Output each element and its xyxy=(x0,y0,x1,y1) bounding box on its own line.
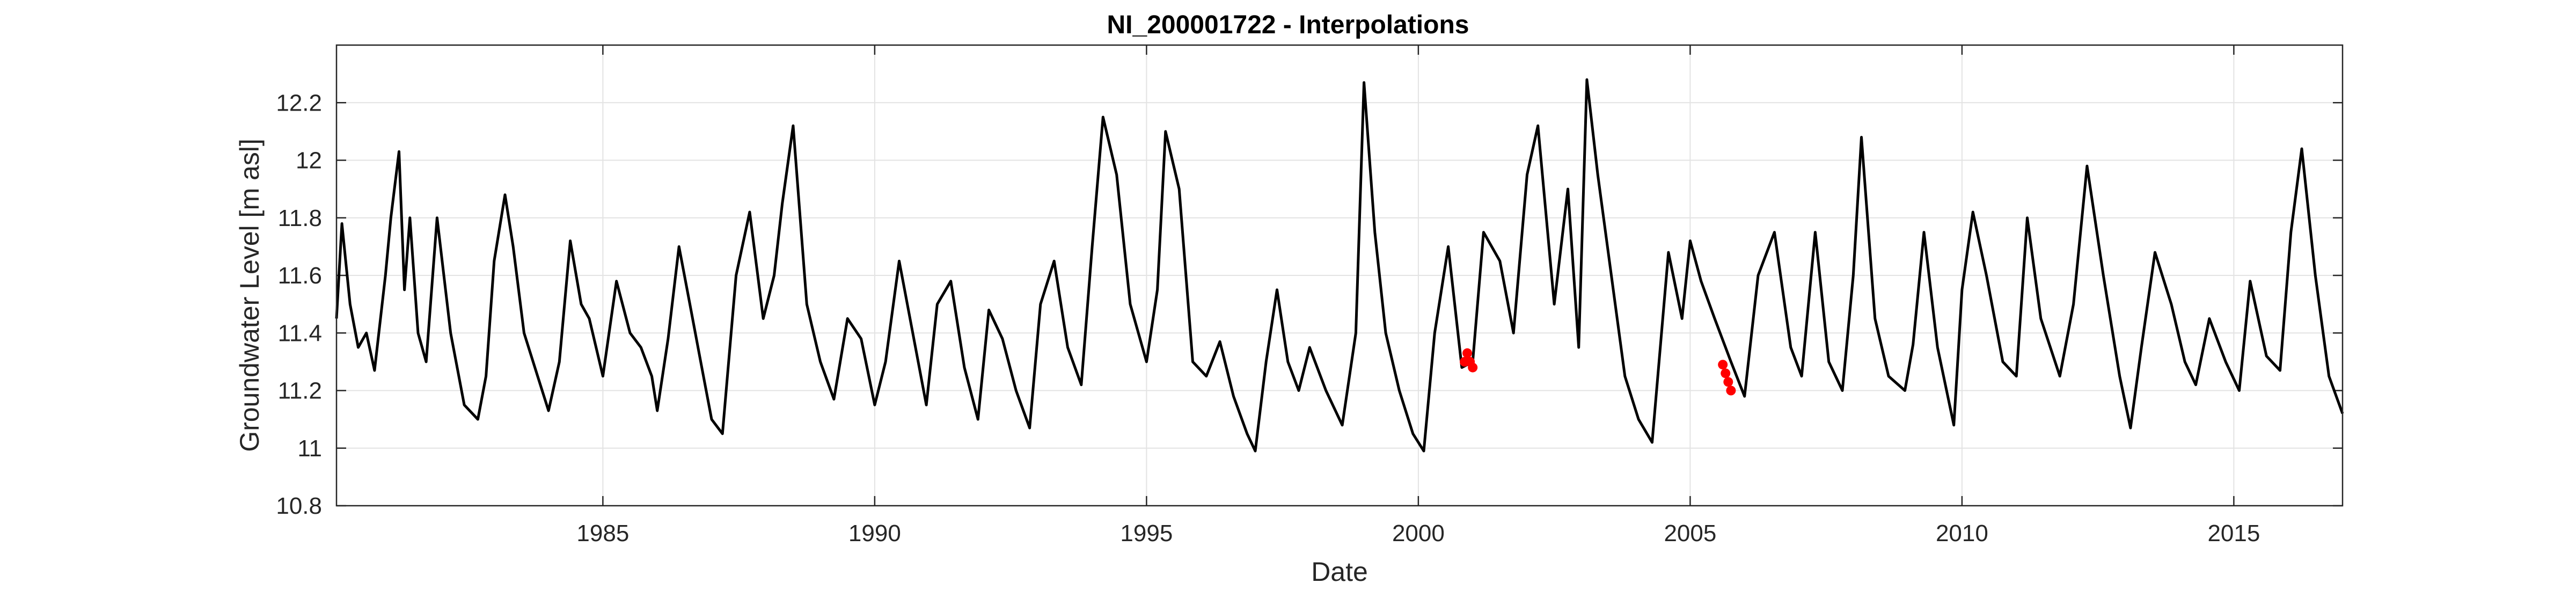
y-tick-label: 11 xyxy=(297,435,322,462)
interpolation-point xyxy=(1721,368,1731,378)
plot-border xyxy=(335,44,2344,507)
y-tick-label: 12 xyxy=(296,148,322,174)
groundwater-series-line xyxy=(335,78,2344,453)
x-tick-label: 2010 xyxy=(1936,520,1988,547)
y-tick-label: 11.2 xyxy=(278,378,322,404)
x-tick-label: 2000 xyxy=(1392,520,1445,547)
x-axis-label: Date xyxy=(1311,557,1368,587)
y-tick-label: 10.8 xyxy=(276,493,322,519)
x-tick-label: 1990 xyxy=(848,520,901,547)
x-tick-label: 1995 xyxy=(1120,520,1173,547)
interpolation-point xyxy=(1726,385,1736,396)
x-tick-label: 2005 xyxy=(1664,520,1716,547)
axis-ticks xyxy=(336,45,2343,507)
interpolation-point xyxy=(1462,348,1473,358)
y-tick-label: 11.8 xyxy=(278,205,322,231)
interpolation-point xyxy=(1723,377,1733,387)
x-tick-labels: 1985 1990 1995 2000 2005 2010 2015 xyxy=(576,520,2260,547)
y-tick-label: 11.6 xyxy=(278,263,322,289)
y-axis-label: Groundwater Level [m asl] xyxy=(235,139,265,452)
x-tick-label: 2015 xyxy=(2207,520,2260,547)
interpolation-point xyxy=(1468,362,1478,373)
x-tick-label: 1985 xyxy=(576,520,629,547)
chart-title: NI_200001722 - Interpolations xyxy=(1107,11,1469,39)
series-layer xyxy=(335,78,2344,453)
interpolation-point xyxy=(1718,360,1728,370)
y-tick-label: 12.2 xyxy=(276,90,322,116)
y-tick-labels: 10.8 11 11.2 11.4 11.6 11.8 12 12.2 xyxy=(276,90,322,519)
y-tick-label: 11.4 xyxy=(278,320,322,346)
